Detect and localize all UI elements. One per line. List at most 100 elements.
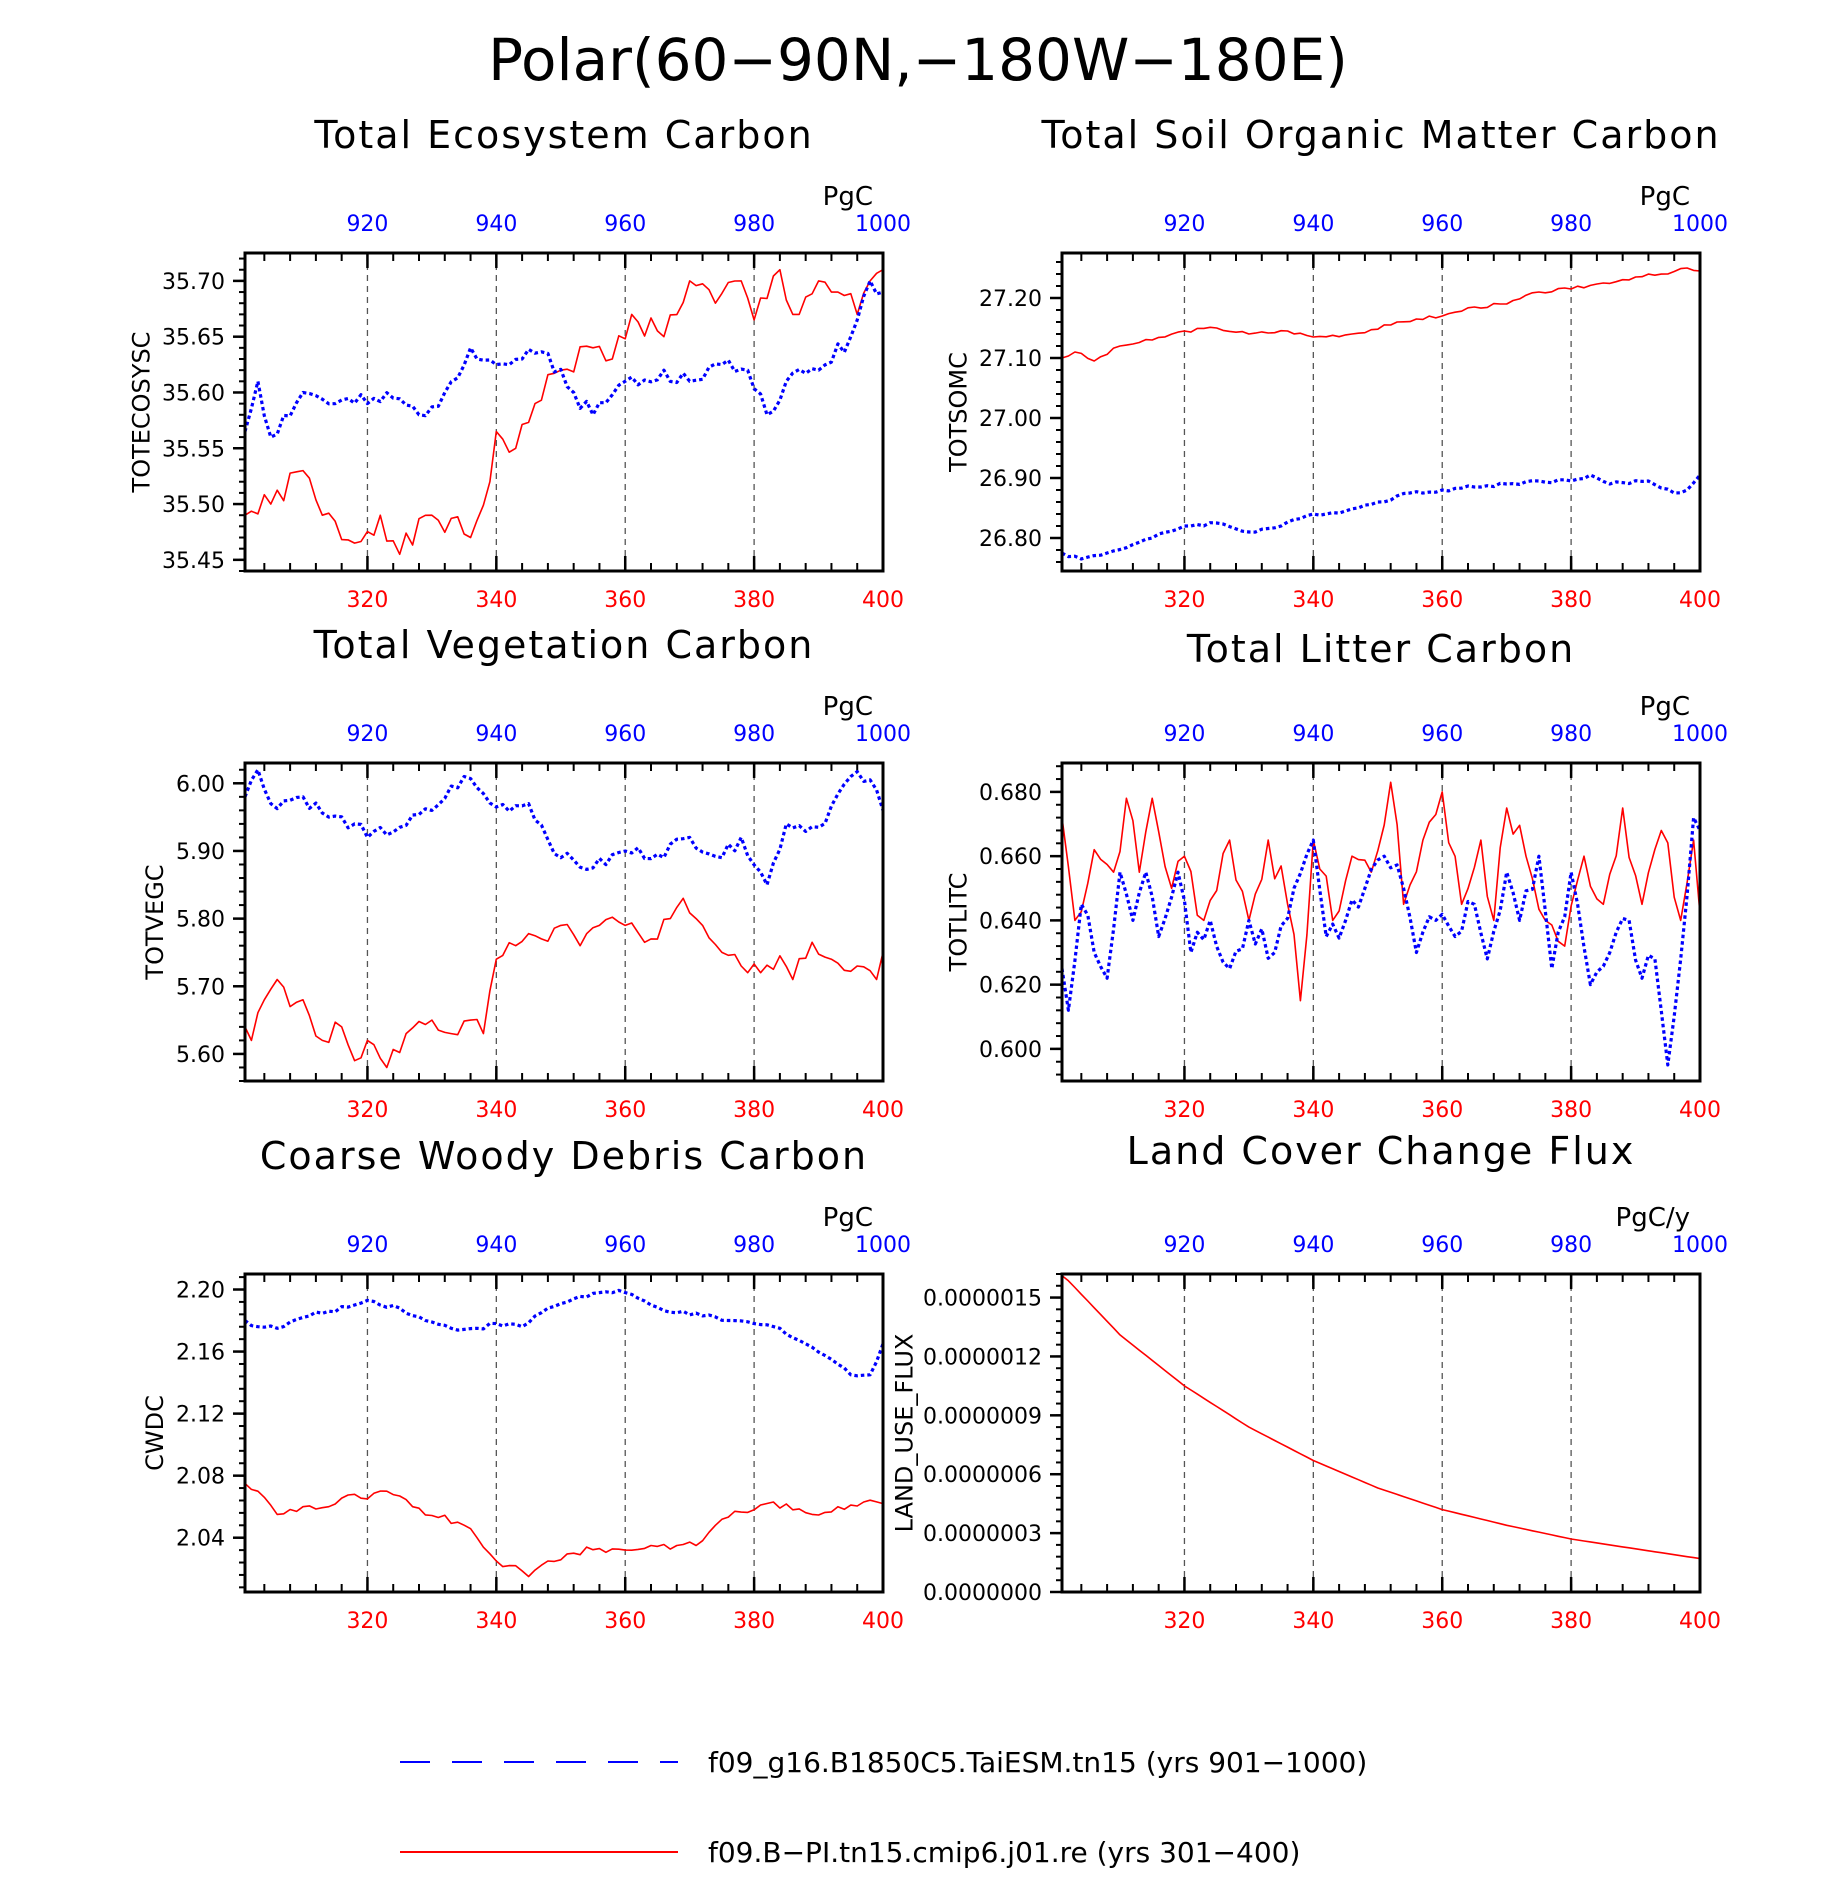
x-tick-label-top: 980: [733, 1233, 775, 1258]
x-tick-label-top: 980: [1550, 722, 1592, 747]
y-tick-label: 5.90: [176, 840, 225, 865]
x-tick-label-bottom: 380: [1550, 588, 1592, 613]
x-tick-label-top: 960: [604, 1233, 646, 1258]
y-tick-label: 2.04: [176, 1527, 225, 1552]
legend-item: f09_g16.B1850C5.TaiESM.tn15 (yrs 901−100…: [400, 1746, 1367, 1779]
series-red-line: [1061, 267, 1701, 362]
legend: f09_g16.B1850C5.TaiESM.tn15 (yrs 901−100…: [400, 1746, 1367, 1869]
panel-title: Land Cover Change Flux: [1127, 1129, 1636, 1173]
x-tick-label-top: 1000: [1672, 1233, 1728, 1258]
y-axis-label: TOTECOSYSC: [128, 332, 156, 494]
x-tick-label-top: 960: [1421, 722, 1463, 747]
x-tick-label-top: 920: [346, 212, 388, 237]
series-red-line: [244, 1482, 884, 1578]
plot-frame: [1060, 761, 1702, 1083]
y-tick-label: 0.0000006: [923, 1463, 1042, 1488]
x-tick-label-bottom: 340: [475, 1098, 517, 1123]
panels: Total Ecosystem Carbon 320 340 360 380 400 920…: [128, 113, 1729, 1634]
x-tick-label-top: 960: [1421, 1233, 1463, 1258]
x-tick-label-top: 1000: [1672, 212, 1728, 237]
x-tick-label-bottom: 360: [1421, 1609, 1463, 1634]
series-blue-line: [244, 1288, 885, 1378]
y-tick-label: 27.20: [979, 287, 1042, 312]
x-tick-label-top: 960: [604, 722, 646, 747]
x-tick-label-bottom: 340: [475, 1609, 517, 1634]
x-tick-label-top: 980: [733, 212, 775, 237]
series-red-line: [1061, 781, 1701, 1002]
y-tick-label: 6.00: [176, 772, 225, 797]
x-tick-label-bottom: 400: [862, 1609, 904, 1634]
x-tick-label-top: 920: [1163, 722, 1205, 747]
x-tick-label-top: 940: [475, 722, 517, 747]
units-label: PgC: [823, 182, 873, 212]
legend-item: f09.B−PI.tn15.cmip6.j01.re (yrs 301−400): [400, 1836, 1300, 1869]
x-tick-label-bottom: 360: [1421, 588, 1463, 613]
units-label: PgC: [1640, 692, 1690, 722]
x-tick-label-bottom: 360: [604, 1098, 646, 1123]
x-tick-label-top: 920: [346, 1233, 388, 1258]
x-tick-label-top: 1000: [1672, 722, 1728, 747]
series-blue-line: [1060, 815, 1702, 1067]
y-axis-label: TOTSOMC: [945, 352, 973, 473]
y-tick-label: 0.0000015: [923, 1287, 1042, 1312]
x-tick-label-top: 980: [1550, 1233, 1592, 1258]
x-tick-label-top: 920: [346, 722, 388, 747]
panel-1: Total Ecosystem Carbon 320 340 360 380 400 920…: [128, 113, 912, 613]
plot-frame: [1060, 1272, 1702, 1594]
y-tick-label: 5.80: [176, 908, 225, 933]
x-tick-label-top: 920: [1163, 212, 1205, 237]
panel-title: Total Soil Organic Matter Carbon: [1040, 113, 1720, 157]
panel-title: Total Litter Carbon: [1186, 627, 1575, 671]
y-tick-label: 0.600: [979, 1038, 1042, 1063]
y-tick-label: 2.20: [176, 1279, 225, 1304]
y-tick-label: 35.55: [162, 437, 225, 462]
x-tick-label-top: 1000: [855, 722, 911, 747]
x-tick-label-bottom: 340: [1292, 1609, 1334, 1634]
plot-frame: [243, 1272, 885, 1594]
x-tick-label-top: 940: [1292, 1233, 1334, 1258]
x-tick-label-bottom: 320: [346, 1609, 388, 1634]
y-tick-label: 2.16: [176, 1341, 225, 1366]
y-tick-label: 35.45: [162, 549, 225, 574]
x-tick-label-top: 940: [475, 1233, 517, 1258]
x-tick-label-bottom: 380: [1550, 1098, 1592, 1123]
y-tick-label: 35.65: [162, 326, 225, 351]
y-axis-label: TOTLITC: [945, 873, 973, 973]
x-tick-label-top: 940: [1292, 722, 1334, 747]
series-red-line: [244, 897, 884, 1069]
x-tick-label-top: 980: [733, 722, 775, 747]
series-blue-line: [243, 279, 884, 439]
y-axis-label: CWDC: [141, 1395, 169, 1471]
panel-title: Total Vegetation Carbon: [313, 623, 815, 667]
x-tick-label-bottom: 340: [475, 588, 517, 613]
x-tick-label-top: 960: [604, 212, 646, 237]
series-blue-line: [243, 768, 885, 887]
plot-frame: [243, 251, 885, 573]
y-axis-label: LAND_USE_FLUX: [891, 1334, 919, 1533]
y-tick-label: 27.10: [979, 347, 1042, 372]
panel-2: Total Soil Organic Matter Carbon 320 340 36…: [945, 113, 1729, 613]
x-tick-label-bottom: 380: [733, 1609, 775, 1634]
x-tick-label-bottom: 400: [1679, 588, 1721, 613]
y-tick-label: 0.680: [979, 781, 1042, 806]
x-tick-label-bottom: 320: [346, 1098, 388, 1123]
legend-label: f09.B−PI.tn15.cmip6.j01.re (yrs 301−400): [708, 1836, 1300, 1869]
y-tick-label: 2.12: [176, 1403, 225, 1428]
y-tick-label: 5.70: [176, 975, 225, 1000]
x-tick-label-bottom: 360: [604, 1609, 646, 1634]
x-tick-label-bottom: 380: [1550, 1609, 1592, 1634]
y-tick-label: 0.0000009: [923, 1404, 1042, 1429]
panel-title: Coarse Woody Debris Carbon: [260, 1134, 868, 1178]
x-tick-label-top: 1000: [855, 212, 911, 237]
y-tick-label: 5.60: [176, 1043, 225, 1068]
y-tick-label: 0.660: [979, 845, 1042, 870]
x-tick-label-top: 940: [1292, 212, 1334, 237]
x-tick-label-bottom: 380: [733, 1098, 775, 1123]
x-tick-label-bottom: 400: [1679, 1098, 1721, 1123]
x-tick-label-bottom: 340: [1292, 588, 1334, 613]
x-tick-label-top: 940: [475, 212, 517, 237]
y-tick-label: 26.80: [979, 527, 1042, 552]
plot-frame: [1060, 251, 1702, 573]
series-red-line: [1061, 1274, 1701, 1560]
